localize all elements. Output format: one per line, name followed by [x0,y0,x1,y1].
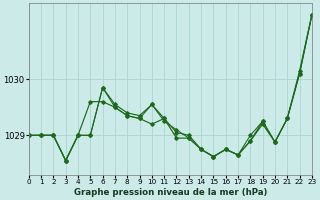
X-axis label: Graphe pression niveau de la mer (hPa): Graphe pression niveau de la mer (hPa) [74,188,267,197]
